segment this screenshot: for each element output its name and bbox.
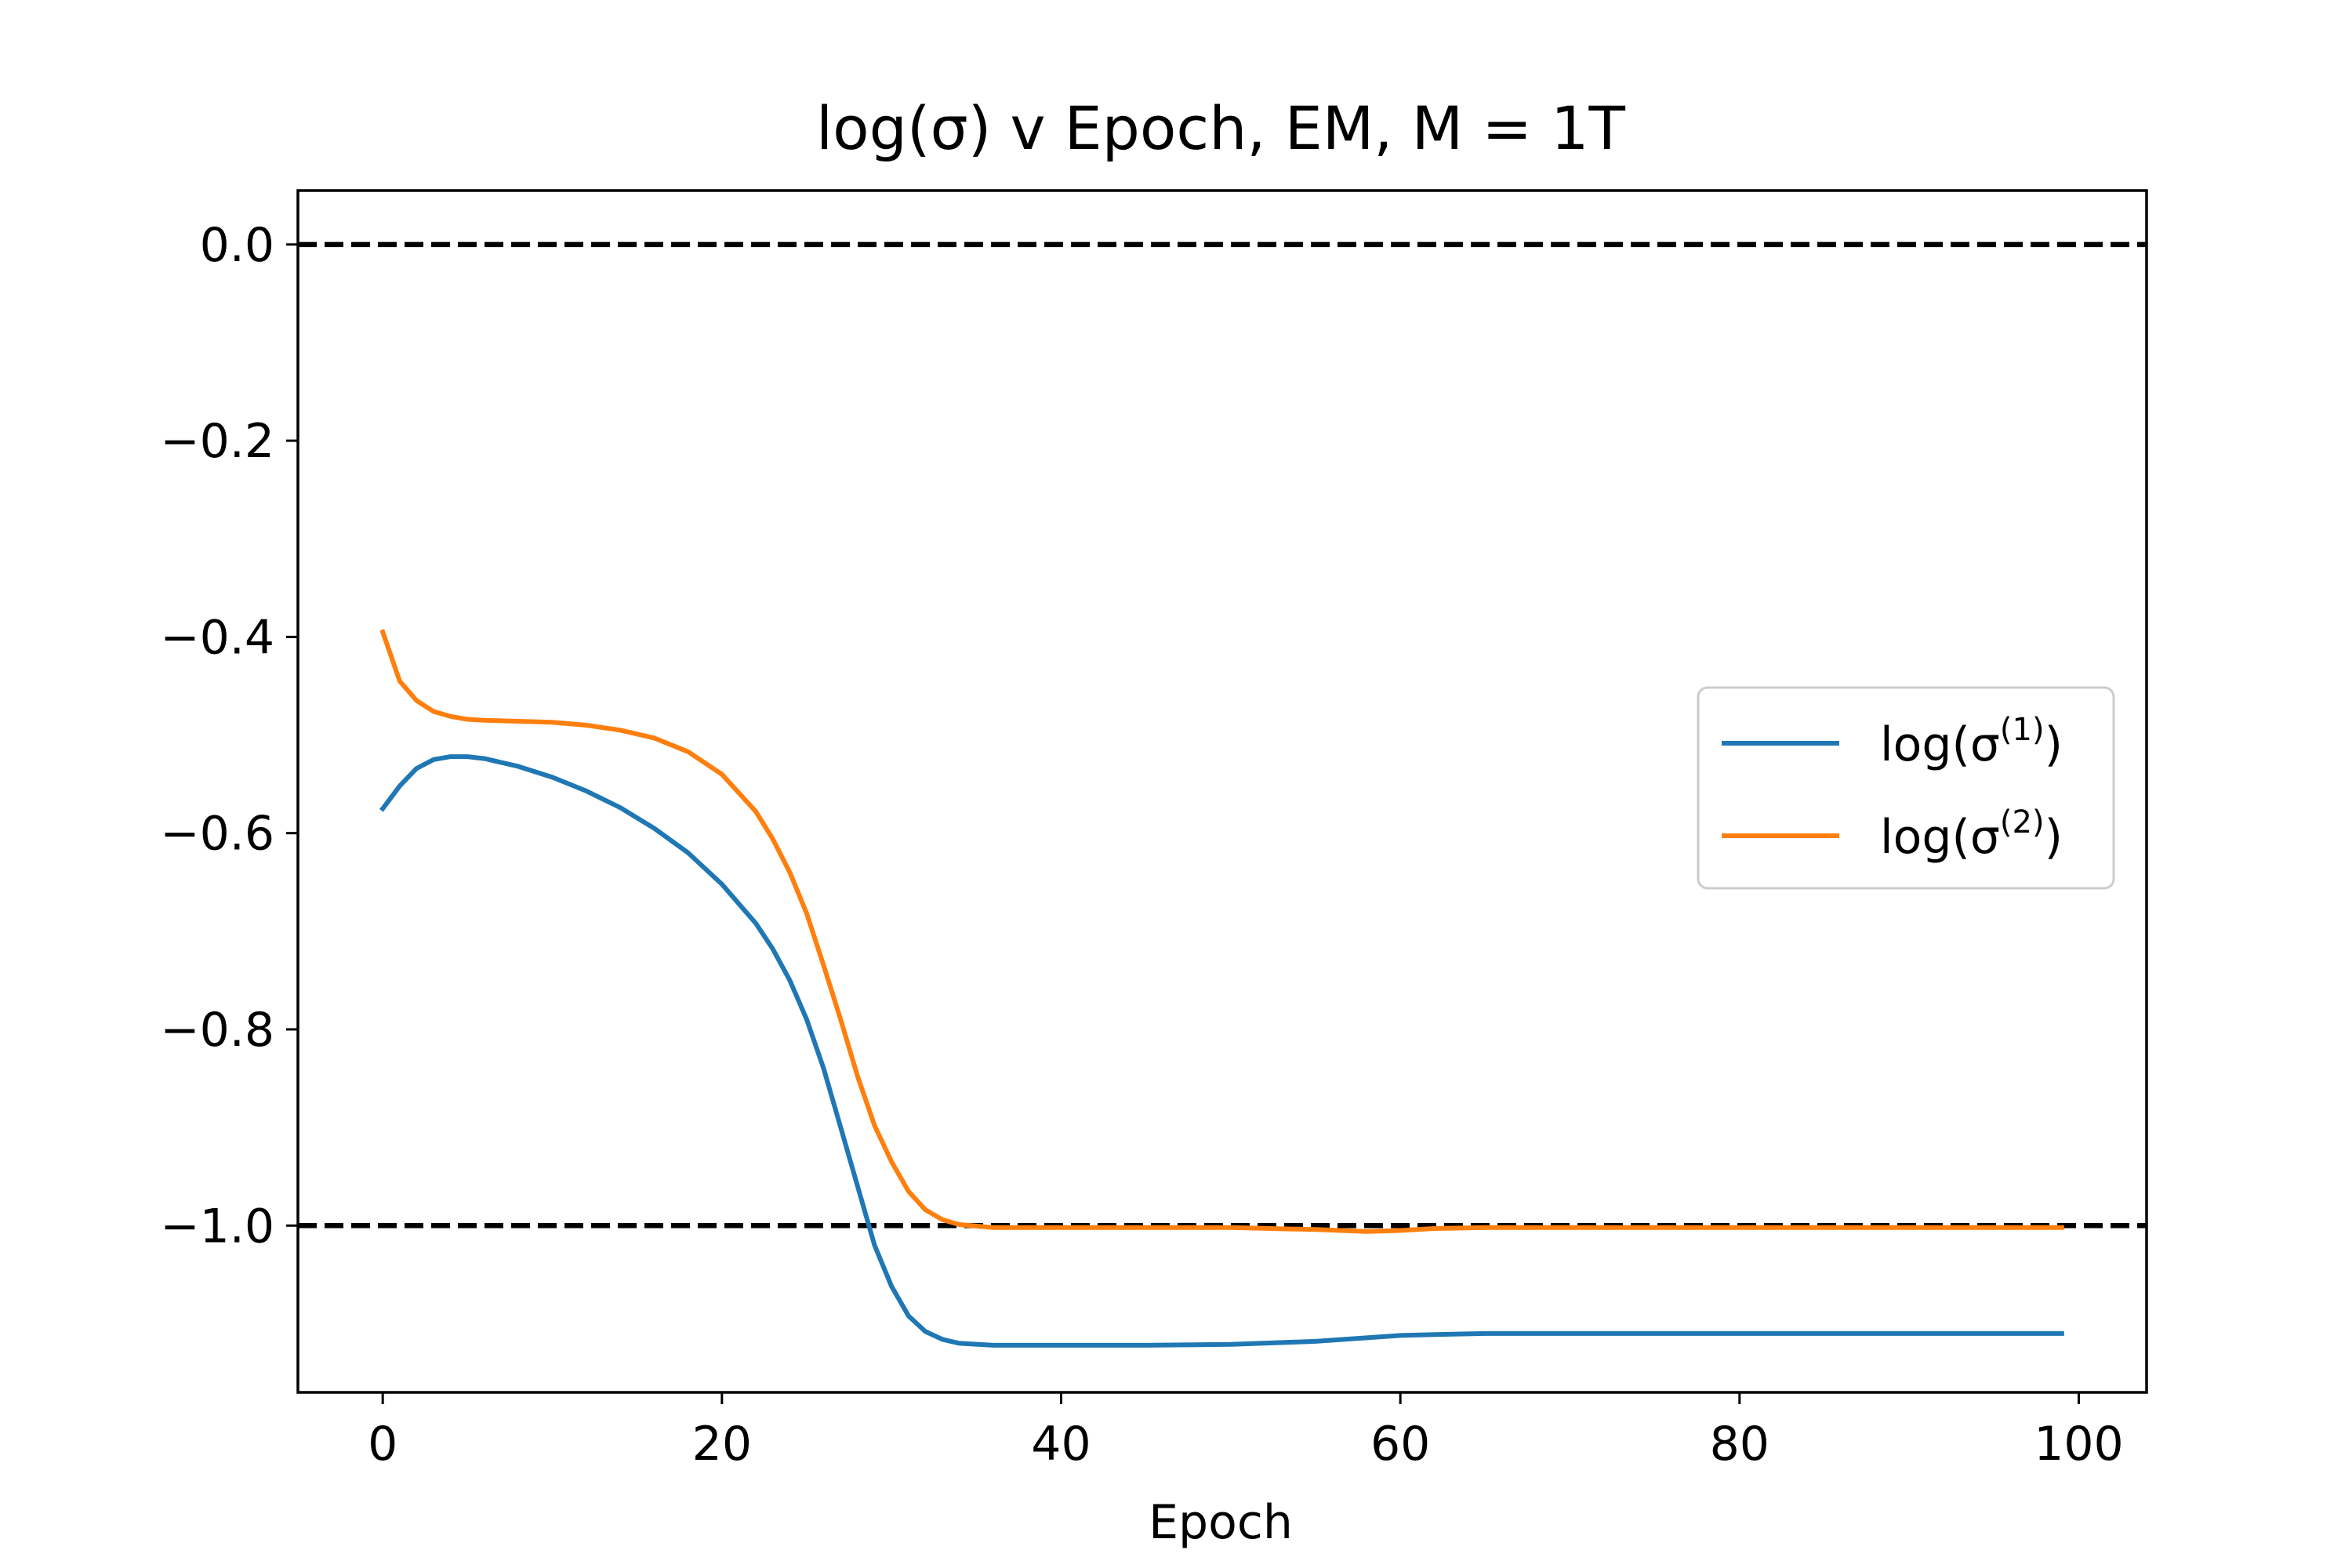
y-tick-label: −0.4 [160,610,274,665]
x-tick-label: 100 [2034,1417,2124,1472]
legend: log(σ(1)) log(σ(2)) [1697,686,2115,890]
y-tick-label: −0.6 [160,807,274,862]
y-tick-label: −0.8 [160,1003,274,1058]
chart-title: log(σ) v Epoch, EM, M = 1T [816,93,1625,163]
series-layer [379,629,2064,1348]
y-tick-label: −0.2 [160,414,274,469]
y-tick-label: 0.0 [200,218,274,273]
y-tick-label: −1.0 [160,1199,274,1254]
axes-frame [296,189,2148,1394]
x-axis-label: Epoch [1149,1495,1293,1550]
legend-label-2: log(σ(2)) [1880,804,2063,865]
x-tick-label: 80 [1710,1417,1769,1472]
x-tick-label: 20 [692,1417,752,1472]
x-tick-label: 60 [1370,1417,1430,1472]
x-axis: 0 20 40 60 80 100 [368,1392,2124,1472]
series-line-2 [379,629,2064,1234]
x-tick-label: 40 [1031,1417,1091,1472]
y-axis: 0.0 −0.2 −0.4 −0.6 −0.8 −1.0 [160,218,298,1254]
x-tick-label: 0 [368,1417,397,1472]
series-line-1 [379,754,2064,1348]
legend-label-1: log(σ(1)) [1880,712,2063,772]
